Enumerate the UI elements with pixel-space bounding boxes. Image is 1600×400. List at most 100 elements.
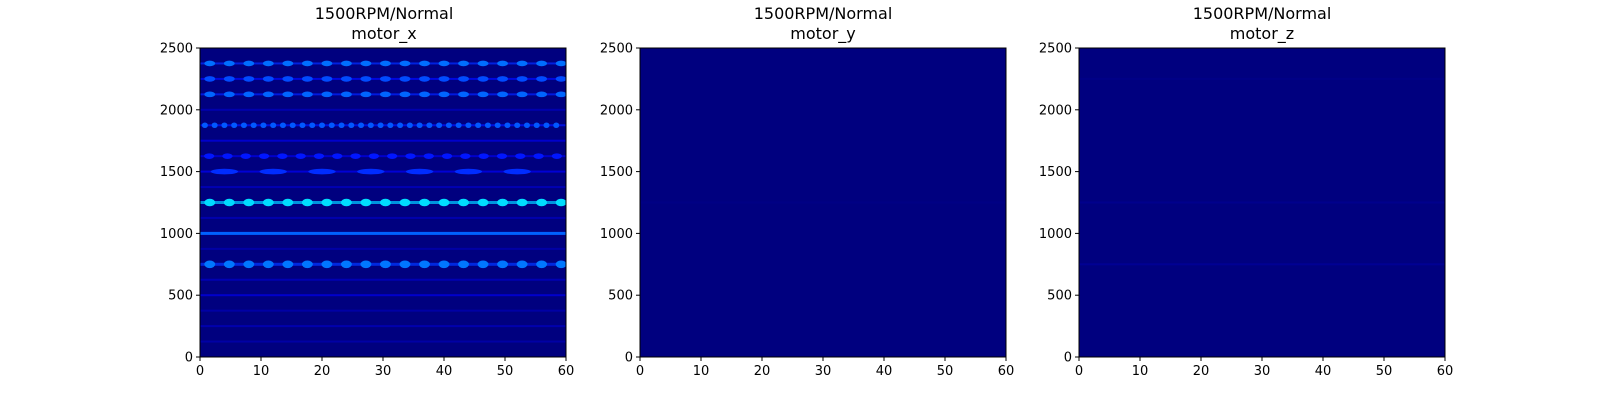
x-tick-label: 50 — [937, 364, 954, 379]
heatmap-band-pulse — [405, 168, 434, 175]
heatmap-band-pulse — [321, 198, 333, 207]
heatmap-band — [200, 139, 566, 142]
heatmap-band-pulse — [321, 76, 333, 82]
heatmap-band-pulse — [270, 122, 277, 129]
heatmap-band-pulse — [477, 76, 489, 82]
heatmap-band-pulse — [438, 60, 450, 67]
heatmap-band-pulse — [313, 153, 325, 159]
heatmap-band-pulse — [301, 260, 313, 269]
heatmap-band — [200, 216, 566, 219]
y-tick-label: 2000 — [160, 103, 193, 118]
y-tick-label: 500 — [1047, 289, 1072, 304]
heatmap-band-pulse — [231, 122, 238, 129]
heatmap-band-pulse — [223, 198, 235, 207]
heatmap-band-pulse — [243, 76, 255, 82]
heatmap-band-pulse — [340, 76, 352, 82]
heatmap-band-pulse — [377, 122, 384, 129]
heatmap-band-pulse — [551, 153, 562, 159]
heatmap-band-pulse — [555, 198, 566, 207]
heatmap-band-pulse — [259, 168, 287, 175]
heatmap-band-pulse — [243, 91, 255, 98]
x-tick-label: 0 — [636, 364, 644, 379]
heatmap-band-pulse — [279, 122, 286, 129]
heatmap-band-pulse — [497, 260, 509, 269]
heatmap-band-pulse — [441, 153, 453, 159]
y-tick-label: 1000 — [1039, 227, 1072, 242]
heatmap-band-pulse — [204, 198, 216, 207]
heatmap-band-pulse — [399, 60, 411, 67]
heatmap-band-pulse — [458, 198, 469, 207]
heatmap-band-pulse — [360, 76, 372, 82]
heatmap-band-pulse — [360, 60, 372, 67]
heatmap-band-pulse — [494, 122, 501, 129]
heatmap-band-pulse — [460, 153, 471, 159]
x-tick-label: 30 — [375, 364, 392, 379]
heatmap-band-pulse — [484, 122, 491, 129]
heatmap-band-pulse — [301, 76, 313, 82]
heatmap-bands — [640, 201, 1006, 204]
y-tick-label: 2500 — [600, 42, 633, 57]
heatmap-band-pulse — [523, 122, 530, 129]
heatmap-band-pulse — [543, 122, 550, 129]
subplot-motor-y: 1500RPM/Normal motor_y 0 10 20 30 40 50 60 0 500… — [600, 4, 1014, 379]
heatmap-band-pulse — [458, 91, 469, 98]
heatmap-band-pulse — [475, 122, 482, 129]
x-tick-label: 40 — [1315, 364, 1332, 379]
heatmap-band-pulse — [533, 153, 544, 159]
heatmap-band-pulse — [419, 76, 430, 82]
heatmap-band-pulse — [301, 60, 313, 67]
x-tick-label: 60 — [558, 364, 575, 379]
heatmap-band-pulse — [321, 60, 333, 67]
subplot-motor-z: 1500RPM/Normal motor_z 0 10 20 30 40 50 60 0 500… — [1039, 4, 1453, 379]
heatmap-band-pulse — [458, 60, 469, 67]
heatmap-band-pulse — [210, 168, 239, 175]
heatmap-band-pulse — [319, 122, 325, 129]
heatmap-band-pulse — [262, 76, 274, 82]
y-tick-label: 0 — [185, 351, 193, 366]
heatmap-band-pulse — [497, 91, 509, 98]
heatmap-band-pulse — [533, 122, 540, 129]
heatmap-band-pulse — [438, 198, 450, 207]
heatmap-band-pulse — [301, 91, 313, 98]
subplot-motor-x: 1500RPM/Normal motor_x 0 10 20 30 40 50 60 0 500… — [160, 4, 574, 379]
heatmap-band-pulse — [379, 76, 391, 82]
heatmap-band-pulse — [419, 260, 430, 269]
heatmap-band-pulse — [204, 60, 216, 67]
heatmap-band-pulse — [387, 153, 398, 159]
heatmap-band-pulse — [299, 122, 306, 129]
y-tick-label: 0 — [625, 351, 633, 366]
y-tick-label: 1500 — [160, 165, 193, 180]
x-tick-label: 10 — [693, 364, 710, 379]
heatmap-band-pulse — [536, 198, 548, 207]
heatmap-band-pulse — [516, 76, 528, 82]
heatmap-band-pulse — [497, 76, 509, 82]
heatmap-band-pulse — [458, 260, 469, 269]
heatmap-band-pulse — [497, 198, 509, 207]
heatmap-band-pulse — [282, 60, 294, 67]
heatmap-band-pulse — [426, 122, 433, 129]
heatmap-band-pulse — [477, 198, 489, 207]
heatmap-band-pulse — [243, 260, 255, 269]
heatmap-band-pulse — [332, 153, 343, 159]
x-tick-label: 10 — [253, 364, 270, 379]
heatmap-band-pulse — [438, 76, 450, 82]
heatmap-band-pulse — [516, 260, 528, 269]
heatmap-band-pulse — [436, 122, 443, 129]
heatmap-band-pulse — [406, 122, 413, 129]
heatmap-band — [200, 340, 566, 343]
heatmap-band-pulse — [321, 260, 333, 269]
heatmap-band-pulse — [338, 122, 345, 129]
heatmap-band-pulse — [328, 122, 335, 129]
y-tick-label: 1500 — [600, 165, 633, 180]
y-tick-label: 2500 — [1039, 42, 1072, 57]
heatmap-band-pulse — [536, 76, 548, 82]
heatmap-band-pulse — [555, 91, 566, 98]
heatmap-band-pulse — [201, 122, 208, 129]
heatmap-band-pulse — [379, 260, 391, 269]
heatmap-band-pulse — [454, 168, 483, 175]
heatmap-band-pulse — [221, 122, 228, 129]
heatmap-band-pulse — [438, 260, 450, 269]
heatmap-band — [1079, 201, 1445, 204]
heatmap-band-pulse — [477, 91, 489, 98]
